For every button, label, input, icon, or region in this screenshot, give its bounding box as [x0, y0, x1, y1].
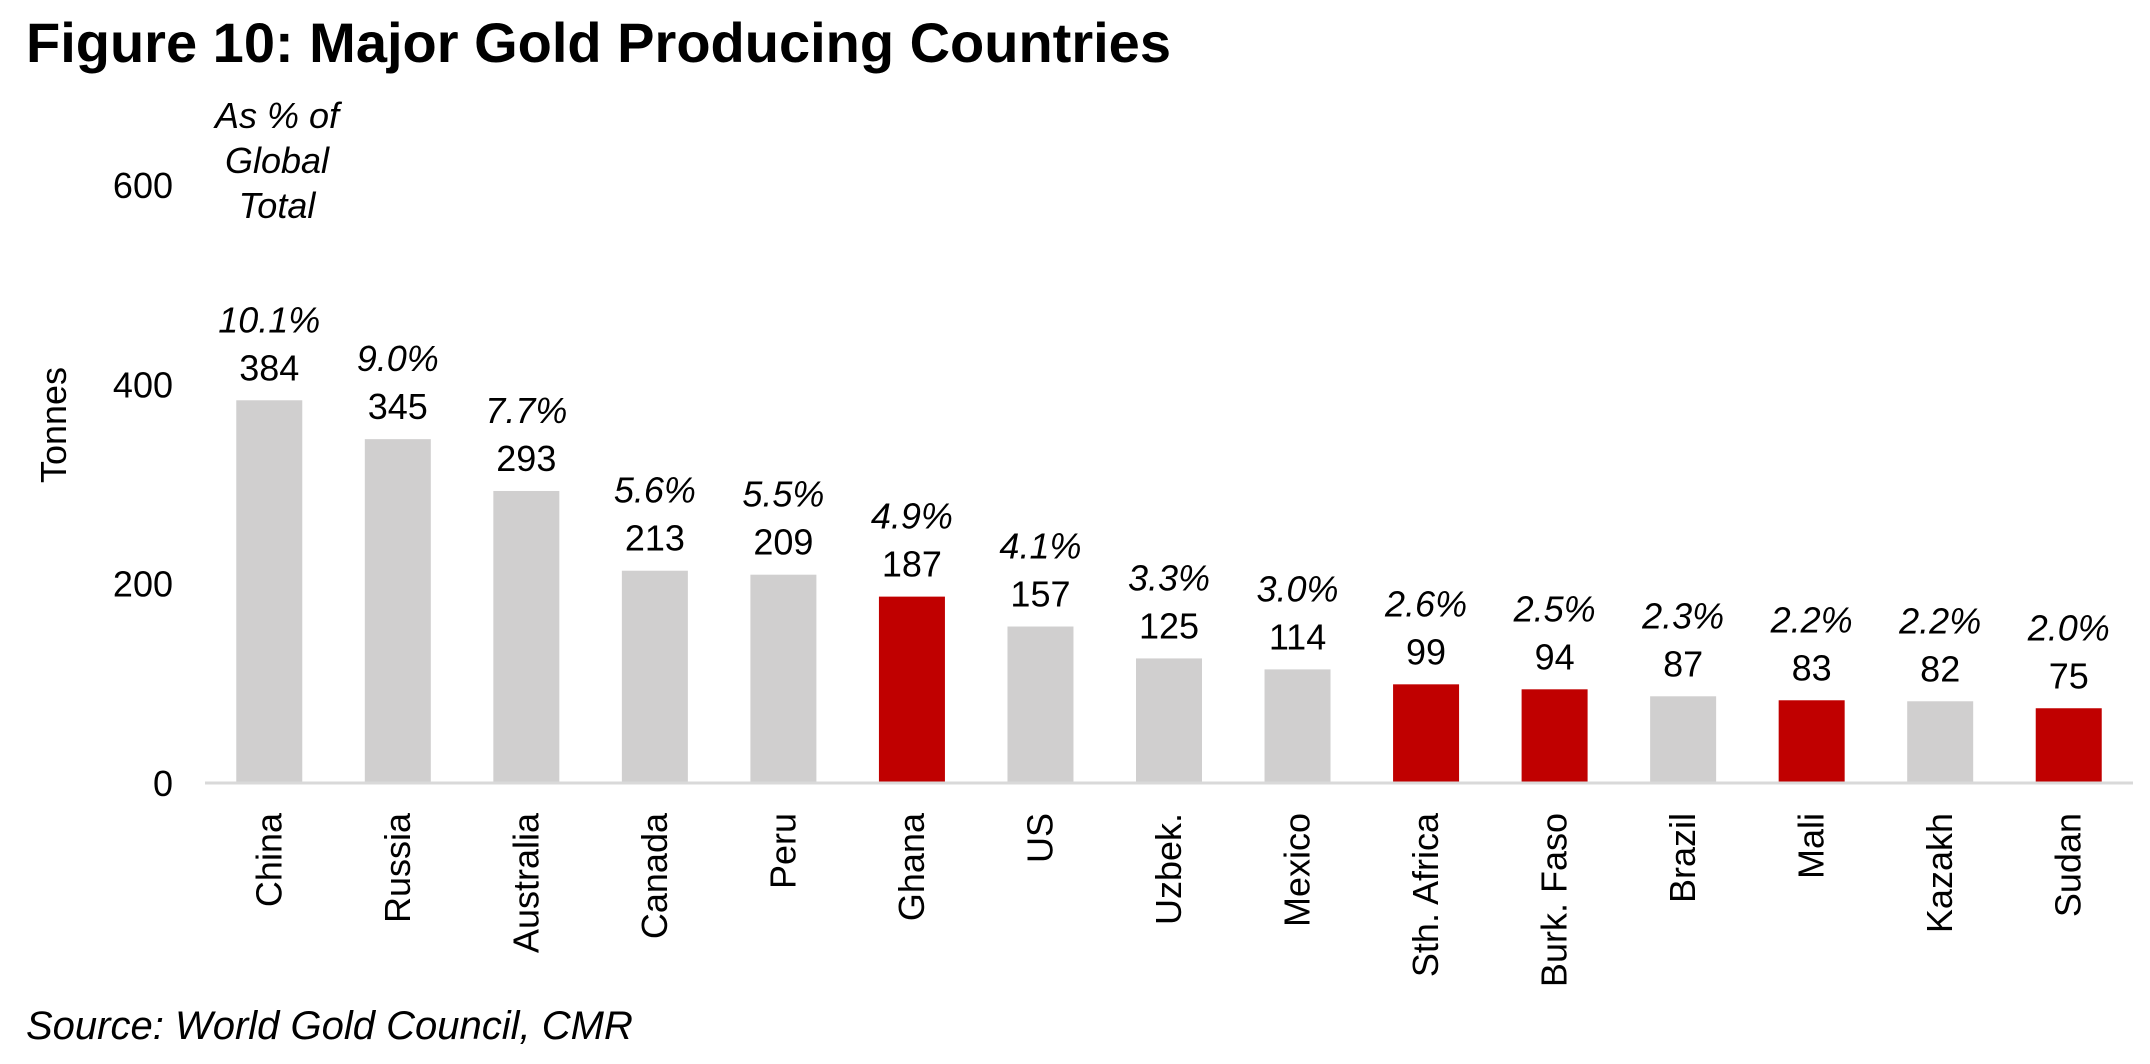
share-label: 7.7%: [485, 390, 567, 431]
share-label: 2.6%: [1384, 583, 1467, 624]
bar-sth-africa: [1393, 684, 1460, 783]
bars: [236, 400, 2102, 783]
bar-mexico: [1264, 669, 1331, 783]
annotation-header-line: Global: [225, 140, 330, 181]
share-label: 4.9%: [871, 496, 953, 537]
y-tick-label: 0: [153, 763, 173, 804]
bar-kazakh: [1907, 701, 1974, 783]
source-note: Source: World Gold Council, CMR: [26, 1004, 633, 1048]
value-label: 213: [625, 518, 685, 559]
value-label: 157: [1010, 574, 1070, 615]
category-label: Sth. Africa: [1405, 812, 1446, 977]
bar-us: [1007, 626, 1074, 783]
value-label: 209: [753, 522, 813, 563]
category-label: Canada: [634, 812, 675, 939]
share-label: 2.2%: [1770, 599, 1853, 640]
value-label: 345: [368, 386, 428, 427]
category-labels: China Russia Australia Canada Peru Ghana US Uzb…: [248, 812, 2088, 987]
y-tick-label: 600: [113, 165, 173, 206]
category-label: Russia: [377, 812, 418, 923]
share-label: 5.5%: [742, 474, 824, 515]
bar-uzbek: [1136, 658, 1202, 783]
value-label: 87: [1663, 643, 1703, 684]
y-tick-label: 200: [113, 564, 173, 605]
category-label: Sudan: [2048, 813, 2089, 917]
value-label: 83: [1792, 647, 1832, 688]
share-label: 2.0%: [2027, 607, 2110, 648]
category-label: Burk. Faso: [1534, 813, 1575, 987]
share-label: 2.2%: [1898, 600, 1981, 641]
value-label: 293: [496, 438, 556, 479]
y-tick-label: 400: [113, 364, 173, 405]
category-label: Peru: [762, 813, 803, 889]
value-label: 125: [1139, 605, 1199, 646]
share-label: 2.5%: [1513, 588, 1596, 629]
category-label: Uzbek.: [1148, 813, 1189, 925]
share-label: 10.1%: [218, 299, 320, 340]
share-label: 5.6%: [614, 470, 696, 511]
bar-peru: [750, 574, 817, 783]
value-label: 114: [1269, 616, 1326, 657]
chart-title: Figure 10: Major Gold Producing Countrie…: [26, 11, 1171, 74]
bar-australia: [493, 490, 560, 783]
share-label: 4.1%: [999, 526, 1081, 567]
category-label: Ghana: [891, 812, 932, 921]
bar-canada: [621, 570, 688, 783]
bar-brazil: [1650, 696, 1717, 783]
category-label: Kazakh: [1919, 813, 1960, 933]
category-label: China: [248, 812, 289, 907]
category-label: Mexico: [1277, 813, 1318, 927]
share-label: 3.0%: [1257, 568, 1339, 609]
bar-mali: [1778, 700, 1845, 783]
value-labels: 384 345 293 213 209 187 157 125 114 99 94 87 83 82 75: [239, 347, 2089, 696]
share-label: 2.3%: [1641, 595, 1724, 636]
bar-china: [236, 400, 303, 783]
category-label: US: [1019, 813, 1060, 863]
value-label: 75: [2049, 655, 2089, 696]
y-axis-label: Tonnes: [33, 367, 74, 483]
bar-ghana: [878, 596, 945, 783]
bar-russia: [364, 439, 431, 783]
y-axis: 0 200 400 600: [113, 165, 173, 804]
share-labels: 10.1% 9.0% 7.7% 5.6% 5.5% 4.9% 4.1% 3.3% 3.0% 2.6…: [218, 299, 2110, 648]
bar-sudan: [2035, 708, 2102, 783]
annotation-header-line: Total: [239, 185, 317, 226]
bar-burk-faso: [1521, 689, 1588, 783]
share-label: 9.0%: [357, 338, 439, 379]
category-label: Australia: [505, 812, 546, 953]
value-label: 82: [1920, 648, 1960, 689]
category-label: Mali: [1791, 813, 1832, 879]
value-label: 384: [239, 347, 299, 388]
share-label: 3.3%: [1128, 557, 1210, 598]
annotation-header-line: As % of: [213, 95, 343, 136]
value-label: 94: [1535, 636, 1575, 677]
category-label: Brazil: [1662, 813, 1703, 903]
value-label: 99: [1406, 631, 1446, 672]
value-label: 187: [882, 544, 942, 585]
